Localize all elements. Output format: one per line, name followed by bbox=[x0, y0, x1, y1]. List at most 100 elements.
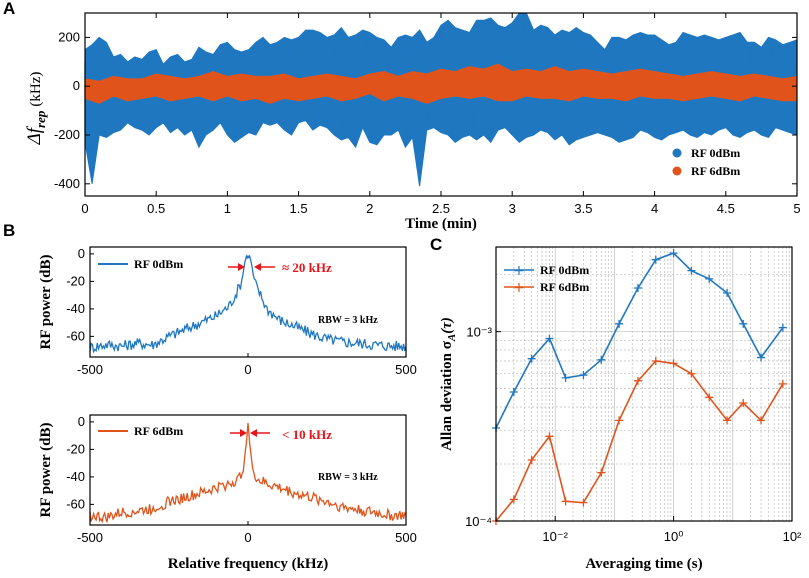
x-tick-label-c: 10⁻² bbox=[542, 529, 568, 544]
panel-c-ylabel-main: Allan deviation σ bbox=[439, 340, 455, 451]
y-tick-label-c: 10⁻⁴ bbox=[465, 514, 492, 529]
legend-a-label-6dbm: RF 6dBm bbox=[691, 164, 740, 178]
y-tick-label-b: -60 bbox=[66, 328, 85, 343]
panel-label-b: B bbox=[3, 221, 15, 240]
x-tick-label-a: 0 bbox=[81, 201, 88, 216]
y-tick-label-c: 10⁻³ bbox=[466, 325, 492, 340]
y-tick-label-b: 0 bbox=[78, 246, 85, 261]
rbw-b-top: RBW = 3 kHz bbox=[318, 315, 378, 326]
y-tick-label-b: -20 bbox=[66, 273, 85, 288]
spectrum-line-rf-6dbm bbox=[89, 423, 407, 524]
x-tick-label-b: 500 bbox=[395, 362, 417, 377]
panel-c-frame bbox=[495, 246, 793, 522]
panel-c-ylabel-tail: (τ) bbox=[439, 317, 455, 334]
x-tick-label-a: 2 bbox=[366, 201, 373, 216]
allan-point-rf-0dbm bbox=[579, 371, 588, 380]
legend-a-marker-0dbm bbox=[672, 148, 682, 158]
panel-b-bottom-data bbox=[89, 423, 407, 524]
y-tick-label-b: -40 bbox=[66, 469, 85, 484]
arrows-b-bottom bbox=[230, 429, 270, 437]
x-tick-label-a: 4 bbox=[651, 201, 658, 216]
panel-a-ylabel-sub: rep bbox=[33, 110, 48, 128]
allan-point-rf-0dbm bbox=[778, 323, 787, 332]
legend-c-marker-6dbm: + bbox=[513, 280, 525, 296]
legend-c-marker-0dbm: + bbox=[513, 263, 525, 279]
allan-point-rf-0dbm bbox=[527, 354, 536, 363]
panel-a-ylabel: Δfrep (kHz) bbox=[24, 72, 48, 146]
x-tick-label-b: -500 bbox=[77, 530, 103, 545]
x-tick-label-b: -500 bbox=[77, 362, 103, 377]
y-tick-label-a: -200 bbox=[54, 127, 80, 142]
panel-b-top-ylabel: RF power (dB) bbox=[38, 255, 54, 350]
allan-point-rf-0dbm bbox=[545, 334, 554, 343]
spectrum-line-rf-0dbm bbox=[89, 254, 407, 354]
annotation-b-bottom: < 10 kHz bbox=[282, 427, 332, 442]
x-tick-label-c: 10² bbox=[783, 529, 802, 544]
panel-b-top: -500 0 500 0 -20 -40 -60 RF power (dB) RF 0dBm… bbox=[38, 246, 417, 377]
allan-point-rf-6dbm bbox=[615, 416, 624, 425]
legend-a-marker-6dbm bbox=[672, 166, 682, 176]
panel-b-bottom-ylabel: RF power (dB) bbox=[38, 423, 54, 518]
x-tick-label-b: 0 bbox=[244, 362, 251, 377]
legend-c-label-6dbm: RF 6dBm bbox=[540, 280, 589, 294]
allan-point-rf-6dbm bbox=[757, 416, 766, 425]
x-tick-label-a: 5 bbox=[793, 201, 800, 216]
panel-a-ylabel-unit: (kHz) bbox=[28, 72, 44, 107]
panel-a-data bbox=[84, 12, 798, 187]
panel-b-xlabel: Relative frequency (kHz) bbox=[168, 556, 329, 572]
x-tick-label-a: 0.5 bbox=[147, 201, 165, 216]
x-tick-label-c: 10⁰ bbox=[664, 529, 684, 544]
panel-c-legend: + RF 0dBm + RF 6dBm bbox=[504, 263, 589, 296]
panel-b-top-ticks: -500 0 500 0 -20 -40 -60 bbox=[66, 246, 417, 377]
allan-point-rf-6dbm bbox=[545, 432, 554, 441]
allan-point-rf-0dbm bbox=[509, 388, 518, 397]
panel-c-data bbox=[492, 249, 787, 525]
panel-a-ticks: 0 0.5 1 1.5 2 2.5 3 3.5 4 4.5 5 200 0 -200 -400 bbox=[54, 13, 801, 216]
allan-point-rf-6dbm bbox=[509, 495, 518, 504]
allan-line-rf-6dbm bbox=[495, 360, 784, 522]
panel-c-ticks: 10⁻² 10⁰ 10² 10⁻⁴ 10⁻³ bbox=[465, 325, 802, 544]
allan-point-rf-0dbm bbox=[633, 284, 642, 293]
panel-a-xlabel: Time (min) bbox=[405, 216, 477, 232]
panel-label-c: C bbox=[430, 235, 442, 254]
allan-point-rf-0dbm bbox=[561, 373, 570, 382]
x-tick-label-b: 500 bbox=[395, 530, 417, 545]
allan-point-rf-6dbm bbox=[705, 393, 714, 402]
panel-b-bottom-ticks: -500 0 500 0 -20 -40 -60 bbox=[66, 414, 417, 545]
x-tick-label-a: 2.5 bbox=[432, 201, 450, 216]
allan-point-rf-0dbm bbox=[723, 289, 732, 298]
svg-text:Δfrep(kHz): Δfrep (kHz) bbox=[24, 72, 48, 146]
x-tick-label-a: 3 bbox=[509, 201, 516, 216]
panel-c-ylabel: Allan deviation σA(τ) bbox=[439, 317, 458, 451]
allan-point-rf-0dbm bbox=[615, 319, 624, 328]
allan-point-rf-6dbm bbox=[778, 379, 787, 388]
allan-point-rf-0dbm bbox=[669, 249, 678, 258]
allan-point-rf-6dbm bbox=[739, 398, 748, 407]
legend-b-bottom-label: RF 6dBm bbox=[134, 424, 183, 438]
x-tick-label-a: 1.5 bbox=[290, 201, 308, 216]
y-tick-label-b: -60 bbox=[66, 496, 85, 511]
allan-point-rf-6dbm bbox=[651, 356, 660, 365]
allan-point-rf-6dbm bbox=[633, 376, 642, 385]
svg-text:Allan deviation σA(τ): Allan deviation σA(τ) bbox=[439, 317, 458, 451]
allan-point-rf-6dbm bbox=[687, 369, 696, 378]
x-tick-label-a: 4.5 bbox=[717, 201, 735, 216]
annotation-b-top: ≈ 20 kHz bbox=[282, 260, 332, 275]
panel-b-bottom: -500 0 500 0 -20 -40 -60 RF power (dB) RF 6dBm… bbox=[38, 414, 417, 572]
allan-point-rf-6dbm bbox=[579, 498, 588, 507]
arrows-b-top bbox=[228, 263, 275, 271]
x-tick-label-b: 0 bbox=[244, 530, 251, 545]
panel-c-xlabel: Averaging time (s) bbox=[585, 556, 702, 572]
y-tick-label-a: -400 bbox=[54, 176, 80, 191]
y-tick-label-b: -40 bbox=[66, 301, 85, 316]
allan-point-rf-0dbm bbox=[687, 266, 696, 275]
panel-a: 0 0.5 1 1.5 2 2.5 3 3.5 4 4.5 5 200 0 -200 -400 Time (… bbox=[24, 12, 801, 232]
panel-b-top-data bbox=[89, 254, 407, 354]
panel-a-ylabel-main: Δf bbox=[24, 125, 45, 145]
y-tick-label-a: 200 bbox=[58, 29, 80, 44]
panel-c: 10⁻² 10⁰ 10² 10⁻⁴ 10⁻³ Averaging time (s) Al… bbox=[439, 246, 802, 572]
allan-point-rf-0dbm bbox=[651, 255, 660, 264]
allan-point-rf-6dbm bbox=[597, 468, 606, 477]
allan-point-rf-6dbm bbox=[527, 455, 536, 464]
